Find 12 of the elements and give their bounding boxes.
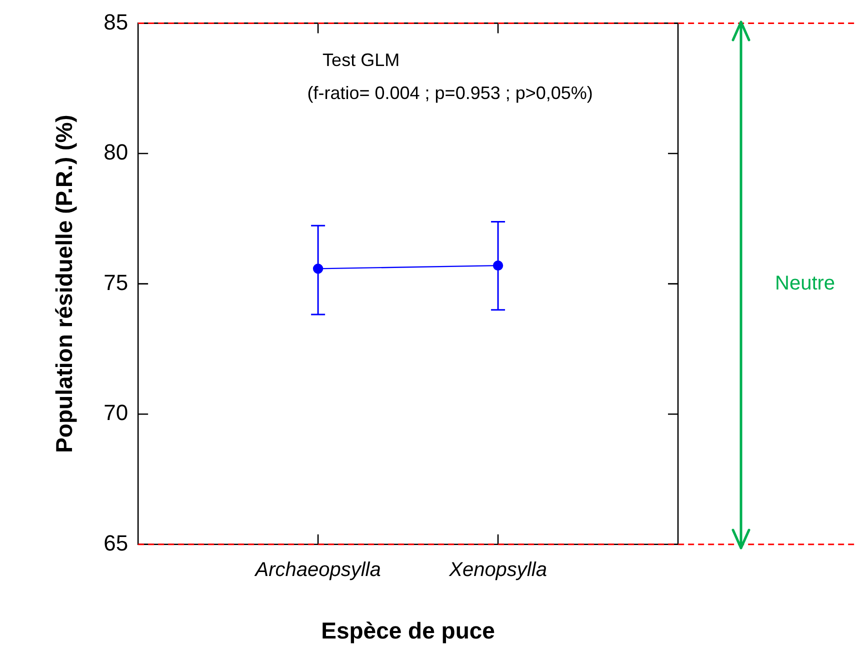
y-tick-label: 75 [104, 270, 128, 295]
y-tick-label: 85 [104, 9, 128, 34]
x-axis-title: Espèce de puce [321, 618, 495, 644]
x-tick-label: Archaeopsylla [254, 558, 381, 581]
text: Neutre [775, 272, 836, 294]
y-axis-title: Population résiduelle (P.R.) (%) [51, 114, 78, 453]
x-tick-label: Xenopsylla [448, 558, 547, 581]
y-tick-label: 65 [104, 530, 128, 556]
y-tick-label: 70 [104, 400, 128, 426]
y-tick-label: 80 [104, 140, 128, 165]
annotation: (f-ratio= 0.004 ; p=0.953 ; p>0,05%) [307, 83, 593, 104]
annotation: Test GLM [322, 50, 400, 70]
